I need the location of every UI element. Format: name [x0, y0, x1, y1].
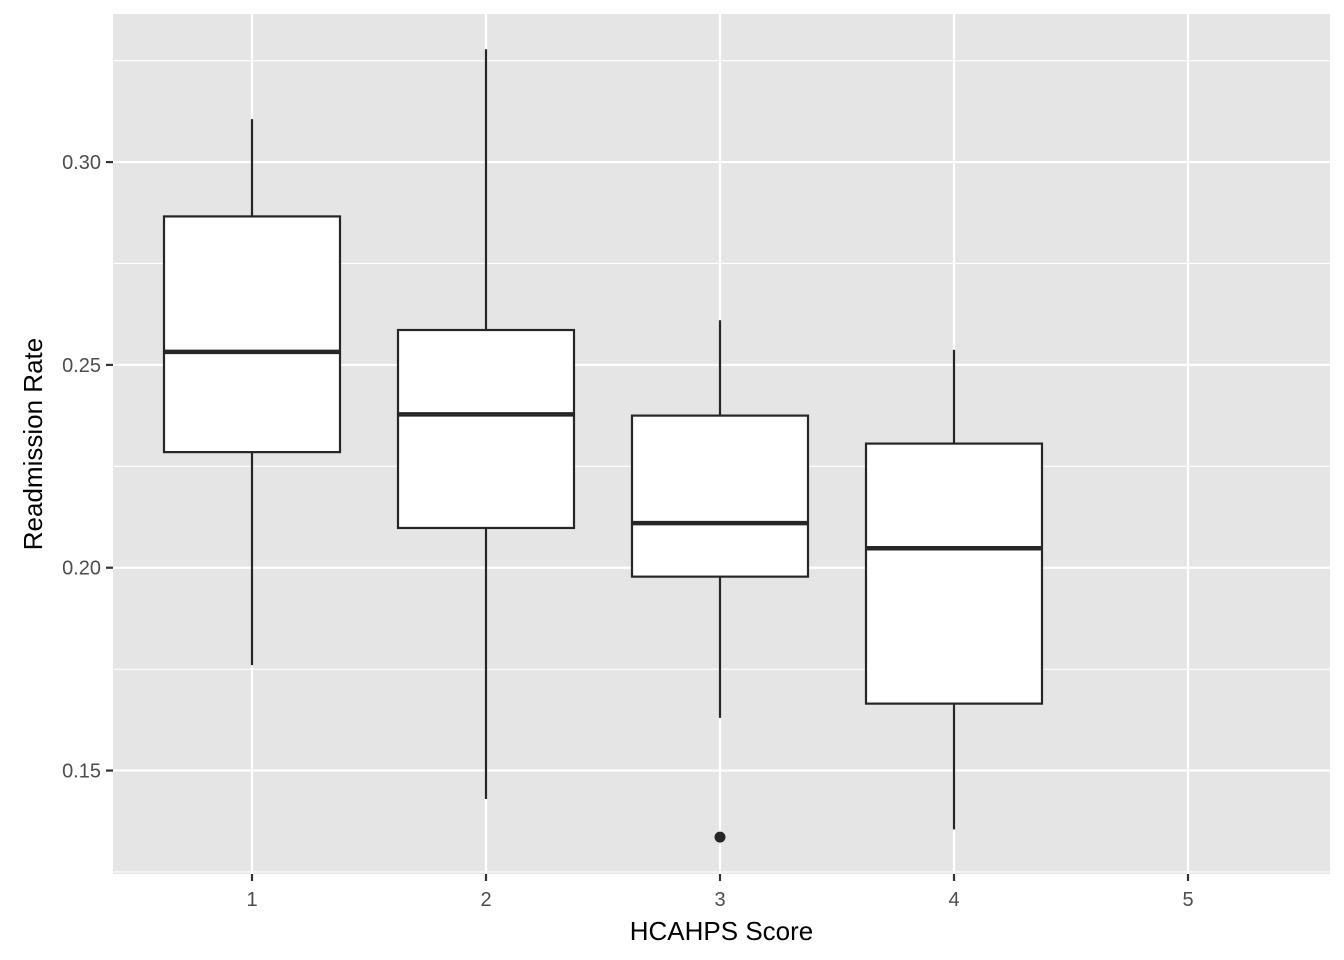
box-2 [396, 49, 576, 799]
x-tick-label: 2 [480, 889, 491, 911]
x-tick-label: 5 [1182, 889, 1193, 911]
x-axis: 1 2 3 4 5 [246, 874, 1194, 911]
y-tick-label: 0.15 [62, 761, 101, 783]
box-iqr [396, 328, 576, 530]
y-axis-title: Readmission Rate [18, 338, 48, 550]
y-tick-label: 0.25 [62, 355, 101, 377]
box-iqr [630, 414, 810, 578]
x-tick-label: 3 [714, 889, 725, 911]
box-iqr [162, 215, 342, 454]
boxes [162, 49, 1044, 843]
box-4 [864, 349, 1044, 830]
x-tick-label: 1 [246, 889, 257, 911]
y-tick-label: 0.30 [62, 152, 101, 174]
y-tick-label: 0.20 [62, 558, 101, 580]
box-1 [162, 119, 342, 666]
x-axis-title: HCAHPS Score [630, 916, 814, 946]
box-iqr [864, 442, 1044, 705]
box-3 [630, 320, 810, 843]
outlier-point [714, 831, 726, 843]
x-tick-label: 4 [948, 889, 959, 911]
y-axis: 0.15 0.20 0.25 0.30 [62, 152, 113, 783]
